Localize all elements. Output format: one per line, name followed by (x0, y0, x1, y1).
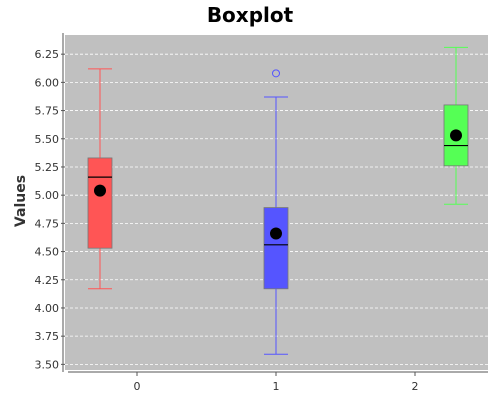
y-tick-label: 5.00 (35, 189, 60, 202)
x-ticks: 0 1 2 (134, 372, 419, 393)
chart-title: Boxplot (207, 3, 294, 27)
y-tick-label: 4.00 (35, 302, 60, 315)
outlier-point (272, 69, 280, 78)
y-tick-label: 5.50 (35, 133, 60, 146)
x-tick-label: 2 (412, 380, 419, 393)
y-tick-label: 4.25 (35, 274, 60, 287)
y-tick-label: 5.75 (35, 105, 60, 118)
x-tick-label: 1 (273, 380, 280, 393)
box-iqr (87, 157, 113, 249)
box-iqr (263, 207, 289, 290)
mean-point (94, 184, 106, 197)
y-tick-label: 4.50 (35, 246, 60, 259)
box-group (443, 46, 469, 205)
y-tick-label: 3.75 (35, 330, 60, 343)
y-tick-label: 5.25 (35, 161, 60, 174)
box-group (87, 68, 113, 290)
axes (62, 33, 488, 373)
y-tick-label: 4.75 (35, 217, 60, 230)
y-tick-label: 6.25 (35, 48, 60, 61)
box-group (263, 69, 289, 355)
mean-point (270, 227, 282, 240)
x-tick-label: 0 (134, 380, 141, 393)
y-ticks: 3.50 3.75 4.00 4.25 4.50 4.75 5.00 5.25 5.50 5.75… (35, 48, 65, 371)
mean-point (450, 129, 462, 142)
y-tick-label: 3.50 (35, 358, 60, 371)
y-tick-label: 6.00 (35, 76, 60, 89)
y-axis-label: Values (13, 175, 29, 227)
boxes (87, 46, 469, 355)
